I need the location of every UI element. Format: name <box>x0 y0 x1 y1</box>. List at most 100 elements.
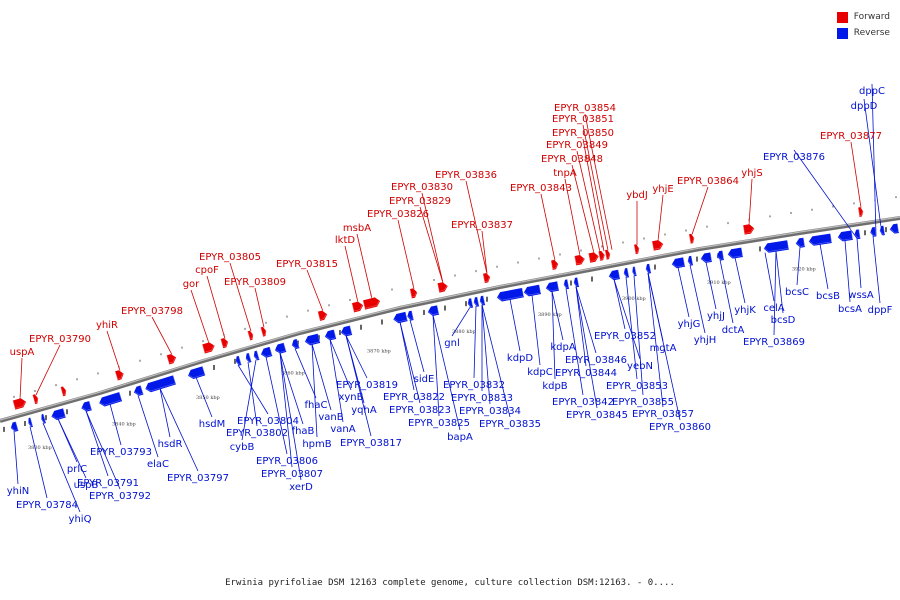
reverse-gene-label: kdpC <box>527 367 552 378</box>
reverse-gene-feature <box>51 407 66 421</box>
forward-gene-feature <box>220 337 229 349</box>
reverse-gene-label: EPYR_03804 <box>237 416 299 427</box>
leader-line <box>279 352 302 481</box>
leader-line <box>689 264 706 334</box>
reverse-gene-label: EPYR_03857 <box>632 409 694 420</box>
leader-line <box>409 319 425 373</box>
reverse-gene-label: EPYR_03844 <box>555 368 617 379</box>
leader-line <box>677 267 690 318</box>
leader-line <box>265 356 288 455</box>
reverse-gene-label: hsdM <box>199 419 226 430</box>
reverse-gene-feature <box>407 309 414 321</box>
leader-line <box>419 206 444 284</box>
forward-gene-label: EPYR_03848 <box>541 154 603 165</box>
forward-gene-feature <box>362 296 381 310</box>
leader-line <box>356 233 373 300</box>
leader-line <box>582 124 609 251</box>
reverse-gene-label: EPYR_03869 <box>743 337 805 348</box>
forward-gene-label: uspA <box>10 347 35 358</box>
reverse-gene-feature <box>467 297 474 308</box>
reverse-gene-label: kdpB <box>542 381 567 392</box>
reverse-gene-feature <box>133 384 144 396</box>
forward-gene-label: yhjE <box>652 184 673 195</box>
reverse-gene-label: EPYR_03825 <box>408 418 470 429</box>
reverse-gene-feature <box>235 354 242 366</box>
ruler-tick-label: 3900 kbp <box>622 296 646 302</box>
reverse-gene-feature <box>837 229 853 242</box>
reverse-gene-label: EPYR_03834 <box>459 406 521 417</box>
leader-line <box>481 304 491 405</box>
leader-line <box>190 289 210 344</box>
leader-line <box>42 422 81 513</box>
reverse-gene-feature <box>870 225 877 237</box>
reverse-gene-label: celA <box>763 303 784 314</box>
leader-line <box>432 314 461 431</box>
leader-line <box>647 272 681 421</box>
leader-line <box>294 348 317 399</box>
reverse-gene-feature <box>260 345 273 358</box>
leader-line <box>647 272 664 408</box>
reverse-gene-feature <box>700 251 712 263</box>
forward-gene-label: EPYR_03850 <box>552 128 614 139</box>
leader-line <box>565 288 584 396</box>
leader-line <box>531 294 541 366</box>
ruler-tick-label: 3840 kbp <box>112 421 136 427</box>
leader-line <box>247 362 258 427</box>
reverse-gene-label: elaC <box>147 459 169 470</box>
leader-line <box>691 186 709 235</box>
reverse-gene-feature <box>763 239 789 253</box>
reverse-gene-feature <box>427 304 440 316</box>
reverse-gene-feature <box>324 328 337 341</box>
leader-line <box>195 377 213 418</box>
label-leader-lines <box>13 83 883 513</box>
leader-line <box>540 193 556 261</box>
leader-line <box>719 259 734 324</box>
leader-line <box>229 262 252 332</box>
reverse-gene-label: EPYR_03807 <box>261 469 323 480</box>
reverse-gene-feature <box>632 265 637 277</box>
reverse-gene-feature <box>727 246 743 259</box>
forward-gene-feature <box>633 243 640 255</box>
leader-line <box>19 357 23 400</box>
reverse-gene-feature <box>81 400 92 412</box>
reverse-gene-label: EPYR_03822 <box>383 392 445 403</box>
forward-gene-label: EPYR_03843 <box>510 183 572 194</box>
leader-line <box>85 410 121 490</box>
forward-gene-feature <box>201 341 215 354</box>
reverse-gene-label: EPYR_03845 <box>566 410 628 421</box>
leader-line <box>399 321 421 404</box>
forward-gene-feature <box>317 309 328 321</box>
forward-gene-feature <box>588 251 599 263</box>
forward-gene-feature <box>260 325 267 337</box>
genome-backbone <box>0 216 900 423</box>
reverse-gene-label: bcsB <box>816 291 840 302</box>
forward-swatch <box>836 11 848 23</box>
reverse-gene-label: EPYR_03876 <box>763 152 825 163</box>
leader-line <box>254 287 265 328</box>
reverse-gene-label: dppC <box>859 86 885 97</box>
forward-gene-label: EPYR_03805 <box>199 252 261 263</box>
leader-line <box>35 344 61 396</box>
forward-gene-feature <box>651 239 664 251</box>
leader-line <box>734 257 746 304</box>
reverse-gene-feature <box>687 254 694 266</box>
reverse-gene-label: EPYR_03846 <box>565 355 627 366</box>
ruler-tick-label: 3850 kbp <box>196 395 220 401</box>
reverse-gene-label: fhaB <box>292 426 315 437</box>
reverse-gene-feature <box>795 236 805 248</box>
leader-line <box>773 250 777 336</box>
reverse-gene-label: EPYR_03819 <box>336 380 398 391</box>
reverse-gene-feature <box>187 365 206 379</box>
leader-line <box>575 286 598 409</box>
leader-line <box>29 426 48 499</box>
reverse-gene-label: vanA <box>330 424 355 435</box>
reverse-gene-label: EPYR_03852 <box>594 331 656 342</box>
reverse-gene-feature <box>274 341 287 354</box>
reverse-gene-label: EPYR_03784 <box>16 500 78 511</box>
ruler-tick-label: 3920 kbp <box>792 266 816 272</box>
leader-line <box>564 178 581 256</box>
leader-line <box>775 250 784 314</box>
legend: Forward Reverse <box>836 9 890 41</box>
reverse-gene-label: wssA <box>848 290 874 301</box>
